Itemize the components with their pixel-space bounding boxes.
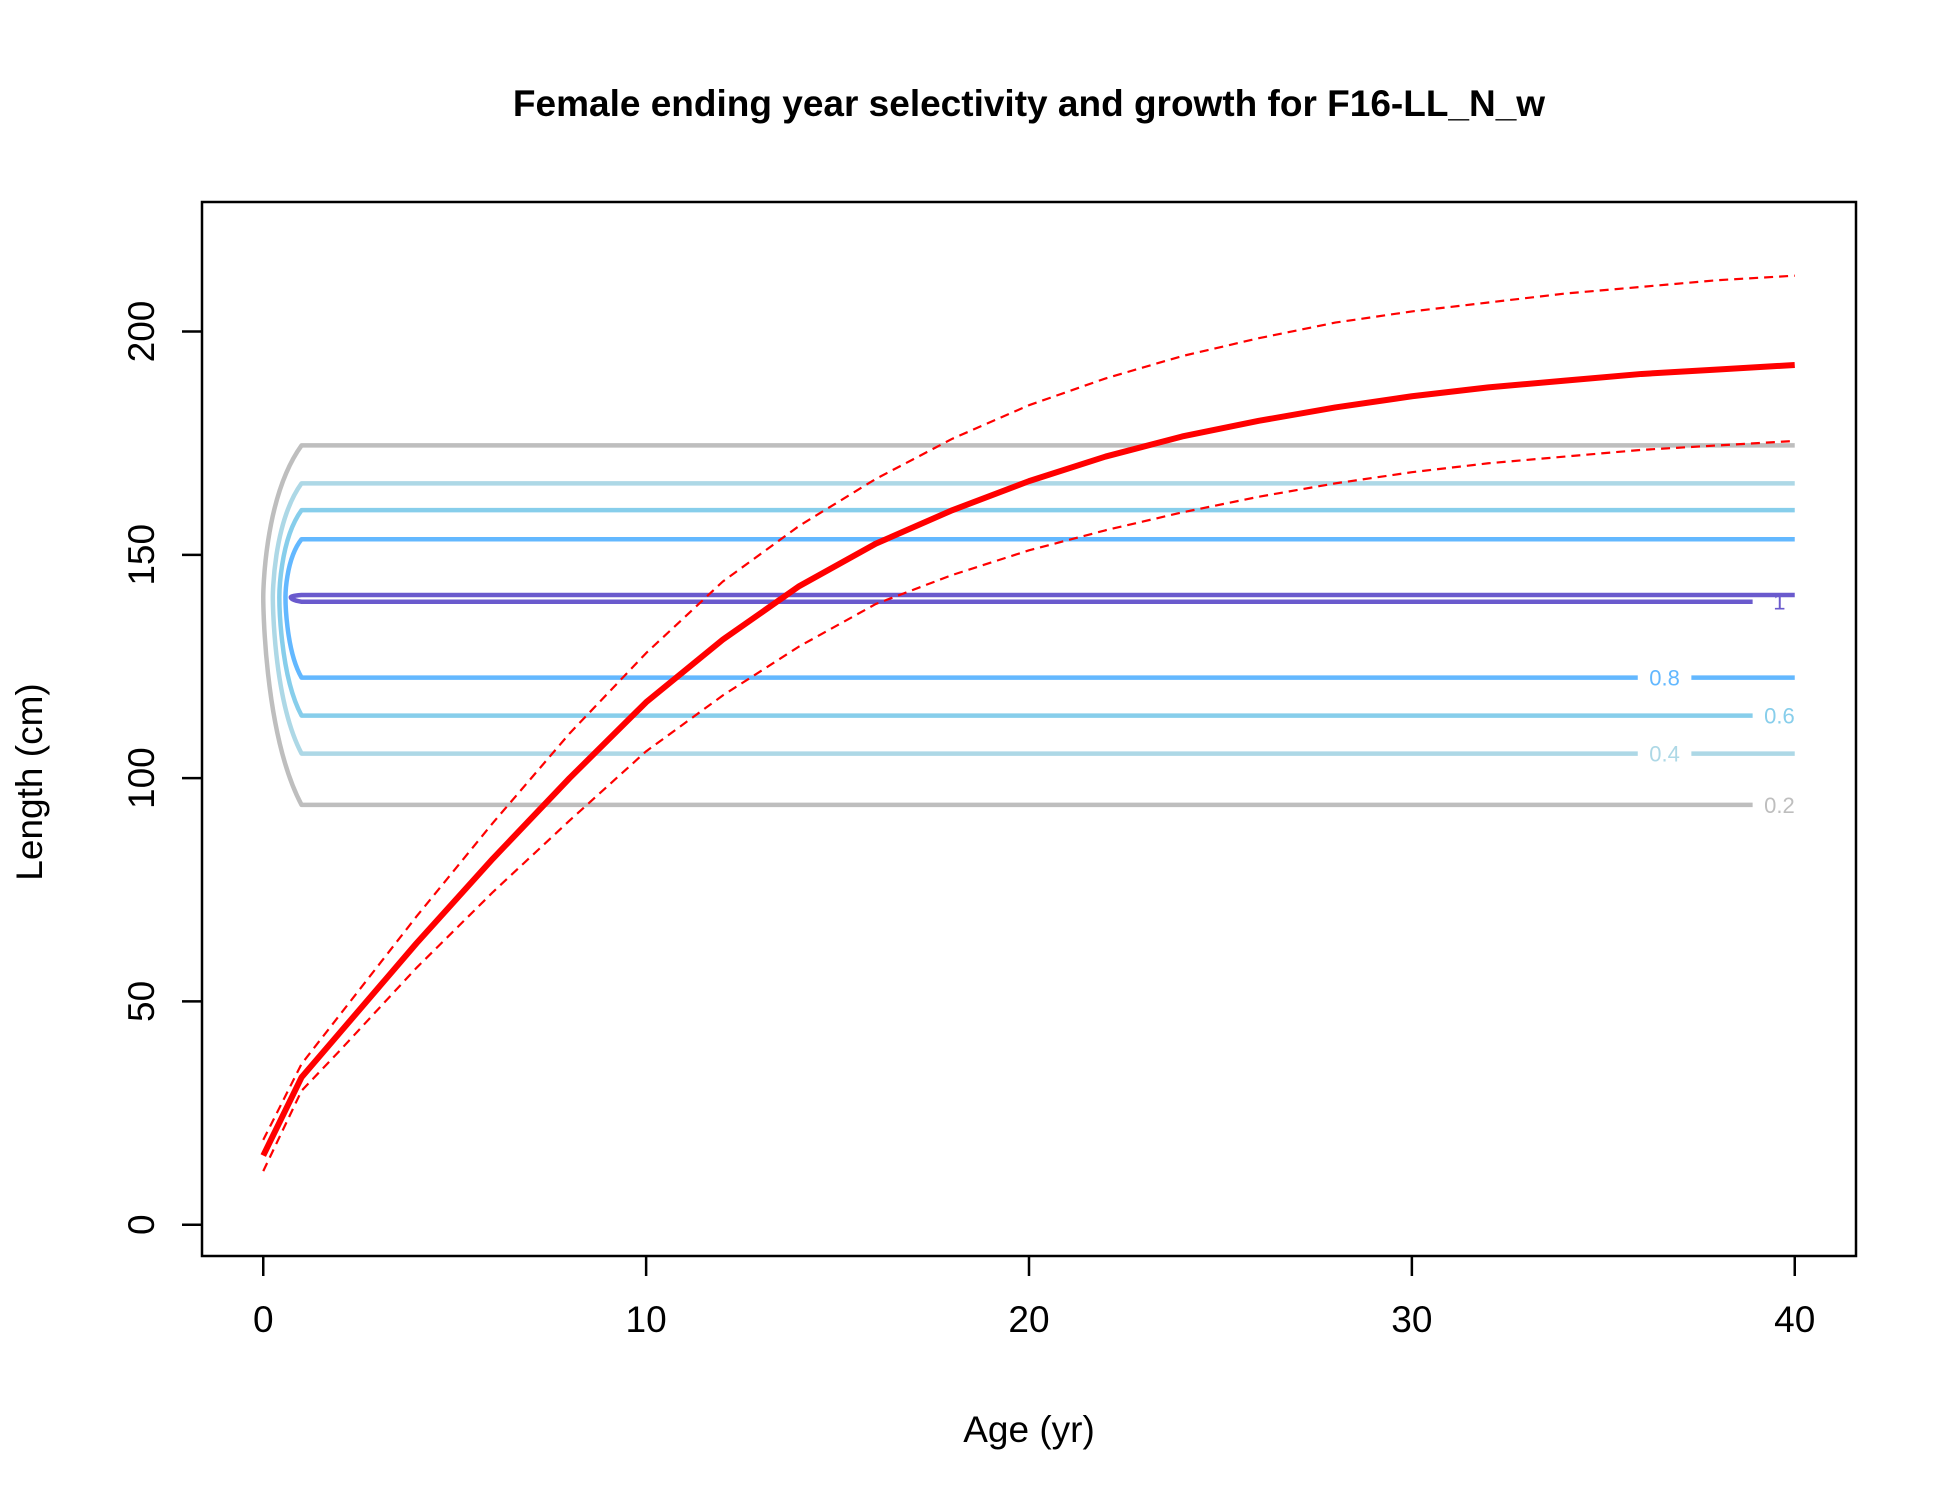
- contour-label-0-6: 0.6: [1764, 704, 1795, 729]
- y-axis-label: Length (cm): [9, 683, 50, 880]
- contour-line-1: [288, 592, 1795, 604]
- x-tick-label: 30: [1391, 1299, 1432, 1340]
- y-tick-label: 0: [121, 1214, 162, 1235]
- x-tick-label: 20: [1008, 1299, 1049, 1340]
- selectivity-contours: 0.2 0.4 0.6 0.8 1: [261, 443, 1795, 818]
- y-tick-label: 100: [121, 747, 162, 809]
- contour-line-0-8: [283, 536, 1795, 680]
- x-tick-label: 0: [253, 1299, 274, 1340]
- contour-line-0-2: [261, 443, 1795, 808]
- growth-mean-line: [260, 362, 1795, 1157]
- x-tick-label: 10: [626, 1299, 667, 1340]
- contour-label-0-2: 0.2: [1764, 793, 1795, 818]
- y-tick-label: 200: [121, 301, 162, 363]
- y-tick-label: 50: [121, 981, 162, 1022]
- contour-label-1: 1: [1773, 590, 1785, 615]
- growth-ci-line-1: [262, 274, 1795, 1141]
- contour-line-0-6: [277, 507, 1795, 718]
- growth-ci-line-2: [262, 439, 1795, 1172]
- axes: 0 10 20 30 40 0 50 100 150 200: [121, 301, 1815, 1340]
- contour-line-0-4: [270, 481, 1795, 756]
- x-axis-label: Age (yr): [963, 1409, 1095, 1450]
- growth-curves: [260, 274, 1795, 1172]
- contour-label-0-8: 0.8: [1649, 666, 1680, 691]
- contour-label-0-4: 0.4: [1649, 742, 1680, 767]
- chart-title: Female ending year selectivity and growt…: [513, 83, 1545, 124]
- y-tick-label: 150: [121, 524, 162, 586]
- plot-frame: [200, 200, 1858, 1258]
- x-tick-label: 40: [1774, 1299, 1815, 1340]
